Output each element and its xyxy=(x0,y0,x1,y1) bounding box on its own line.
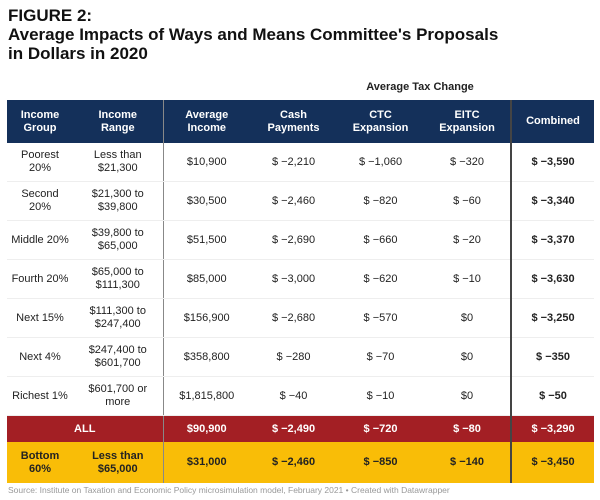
column-header: Income Group xyxy=(7,100,73,143)
table-row: Richest 1% $601,700 or more $1,815,800 $ −4… xyxy=(7,376,594,416)
table-cell: Fourth 20% xyxy=(7,259,73,299)
table-cell: $ −2,490 xyxy=(250,415,337,442)
table-cell: Less than $21,300 xyxy=(73,143,163,182)
table-cell: Middle 20% xyxy=(7,220,73,260)
table-cell: $ −280 xyxy=(250,337,337,377)
data-table: Income Group Income Range Average Income Ca… xyxy=(7,100,594,483)
table-cell: $358,800 xyxy=(162,337,250,377)
table-cell: $0 xyxy=(424,376,511,416)
table-cell: $ −3,290 xyxy=(510,415,594,442)
table-row: Second 20% $21,300 to $39,800 $30,500 $ −2,… xyxy=(7,181,594,221)
table-cell: $65,000 to $111,300 xyxy=(73,259,163,299)
table-cell: $ −70 xyxy=(337,337,424,377)
table-row: Poorest 20% Less than $21,300 $10,900 $ −2,… xyxy=(7,143,594,182)
table-cell: $90,900 xyxy=(162,415,250,442)
table-cell: ALL xyxy=(7,415,163,442)
table-cell: $ −3,450 xyxy=(510,442,594,483)
table-cell: $ −620 xyxy=(337,259,424,299)
table-cell: $ −60 xyxy=(424,181,511,221)
table-cell: $ −1,060 xyxy=(337,143,424,182)
table-cell: $ −3,000 xyxy=(250,259,337,299)
table-cell: Less than $65,000 xyxy=(73,442,163,483)
table-cell: $ −140 xyxy=(424,442,511,483)
table-cell: $ −10 xyxy=(424,259,511,299)
table-cell: $ −20 xyxy=(424,220,511,260)
table-row: Middle 20% $39,800 to $65,000 $51,500 $ −2,… xyxy=(7,220,594,260)
table-cell: Poorest 20% xyxy=(7,143,73,182)
table-cell: $247,400 to $601,700 xyxy=(73,337,163,377)
table-cell: $1,815,800 xyxy=(162,376,250,416)
table-cell: $ −320 xyxy=(424,143,511,182)
table-cell: $ −3,250 xyxy=(510,298,594,338)
table-row: Next 15% $111,300 to $247,400 $156,900 $ −2… xyxy=(7,298,594,338)
table-cell: $85,000 xyxy=(162,259,250,299)
table-cell: $601,700 or more xyxy=(73,376,163,416)
bottom-row: Bottom 60% Less than $65,000 $31,000 $ −2,4… xyxy=(7,442,594,483)
table-cell: $ −2,690 xyxy=(250,220,337,260)
table-cell: $51,500 xyxy=(162,220,250,260)
table-cell: $ −2,460 xyxy=(250,181,337,221)
table-row: Fourth 20% $65,000 to $111,300 $85,000 $ −3… xyxy=(7,259,594,299)
table-cell: $ −350 xyxy=(510,337,594,377)
table-cell: $0 xyxy=(424,298,511,338)
table-cell: $ −3,590 xyxy=(510,143,594,182)
table-cell: $ −2,210 xyxy=(250,143,337,182)
figure-title: FIGURE 2: Average Impacts of Ways and Me… xyxy=(8,6,499,63)
source-note: Source: Institute on Taxation and Econom… xyxy=(8,485,450,495)
table-cell: $ −40 xyxy=(250,376,337,416)
header-row: Income Group Income Range Average Income Ca… xyxy=(7,100,594,143)
table-cell: $ −80 xyxy=(424,415,511,442)
column-group-label: Average Tax Change xyxy=(366,81,474,93)
table-cell: $ −570 xyxy=(337,298,424,338)
table-cell: $ −820 xyxy=(337,181,424,221)
column-header: EITC Expansion xyxy=(424,100,511,143)
table-cell: Next 4% xyxy=(7,337,73,377)
table-cell: $ −660 xyxy=(337,220,424,260)
table-cell: $31,000 xyxy=(162,442,250,483)
column-header: Income Range xyxy=(73,100,163,143)
column-header: Combined xyxy=(510,100,594,143)
table-row: Next 4% $247,400 to $601,700 $358,800 $ −28… xyxy=(7,337,594,377)
table-cell: $0 xyxy=(424,337,511,377)
table-cell: $ −850 xyxy=(337,442,424,483)
table-cell: Bottom 60% xyxy=(7,442,73,483)
column-header: Cash Payments xyxy=(250,100,337,143)
table-cell: $ −720 xyxy=(337,415,424,442)
table-cell: Second 20% xyxy=(7,181,73,221)
table-cell: $ −2,460 xyxy=(250,442,337,483)
table-cell: $30,500 xyxy=(162,181,250,221)
table-cell: Richest 1% xyxy=(7,376,73,416)
table-cell: $156,900 xyxy=(162,298,250,338)
table-cell: $39,800 to $65,000 xyxy=(73,220,163,260)
table-cell: $ −50 xyxy=(510,376,594,416)
table-cell: $111,300 to $247,400 xyxy=(73,298,163,338)
table-cell: $ −3,630 xyxy=(510,259,594,299)
table-cell: $21,300 to $39,800 xyxy=(73,181,163,221)
table-cell: $ −3,340 xyxy=(510,181,594,221)
table-cell: $10,900 xyxy=(162,143,250,182)
table-cell: $ −2,680 xyxy=(250,298,337,338)
column-header: CTC Expansion xyxy=(337,100,424,143)
column-header: Average Income xyxy=(162,100,250,143)
table-cell: $ −10 xyxy=(337,376,424,416)
table-cell: $ −3,370 xyxy=(510,220,594,260)
table-cell: Next 15% xyxy=(7,298,73,338)
all-row: ALL $90,900 $ −2,490 $ −720 $ −80 $ −3,290 xyxy=(7,415,594,442)
